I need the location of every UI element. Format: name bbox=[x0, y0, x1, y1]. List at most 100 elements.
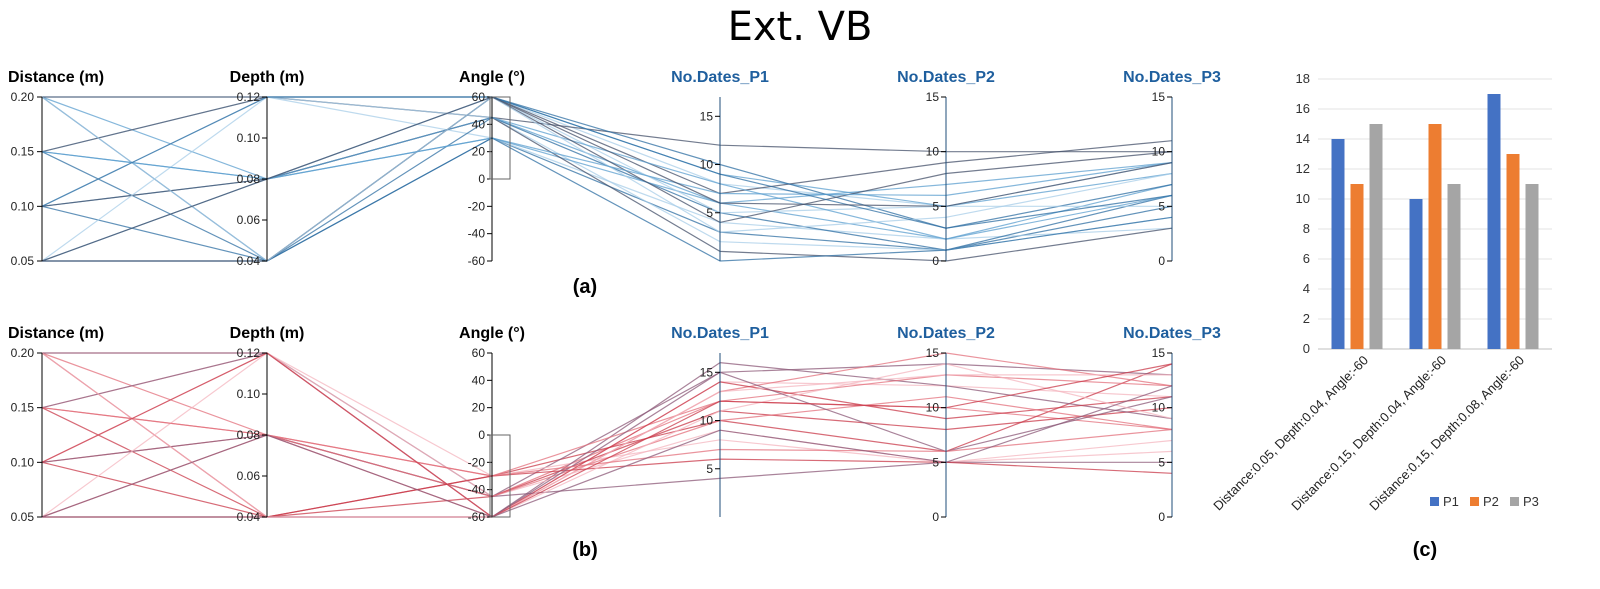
tick-label: 15 bbox=[926, 346, 940, 360]
legend-swatch bbox=[1510, 497, 1519, 506]
tick-label: 40 bbox=[472, 117, 486, 131]
axis-brush bbox=[489, 434, 511, 518]
bar bbox=[1428, 124, 1442, 349]
panel-label: (a) bbox=[573, 276, 597, 298]
axis-title: No.Dates_P3 bbox=[1123, 69, 1221, 86]
figure-title: Ext. VB bbox=[727, 4, 873, 50]
legend-label: P1 bbox=[1443, 494, 1459, 509]
axis-title: No.Dates_P2 bbox=[897, 325, 995, 342]
axis-title: No.Dates_P3 bbox=[1123, 325, 1221, 342]
tick-label: 5 bbox=[1158, 199, 1165, 213]
tick-label: -20 bbox=[468, 199, 486, 213]
tick-label: 10 bbox=[700, 414, 714, 428]
tick-label: 0.10 bbox=[237, 387, 261, 401]
tick-label: -20 bbox=[468, 455, 486, 469]
data-line bbox=[41, 96, 1173, 251]
tick-label: 5 bbox=[932, 199, 939, 213]
panel-label: (b) bbox=[572, 539, 598, 561]
tick-label: 5 bbox=[932, 455, 939, 469]
axis-brush bbox=[489, 96, 511, 180]
tick-label: 0.08 bbox=[237, 172, 261, 186]
tick-label: 0.08 bbox=[237, 428, 261, 442]
data-line bbox=[41, 407, 1173, 477]
tick-label: 0.10 bbox=[11, 455, 35, 469]
data-line bbox=[41, 96, 1172, 262]
tick-label: 0 bbox=[1158, 254, 1165, 268]
data-line bbox=[42, 458, 1173, 518]
y-tick-label: 8 bbox=[1303, 221, 1310, 236]
data-line bbox=[41, 352, 1173, 518]
tick-label: 0.20 bbox=[11, 346, 35, 360]
legend-swatch bbox=[1430, 497, 1439, 506]
tick-label: 5 bbox=[1158, 455, 1165, 469]
tick-label: 0.06 bbox=[237, 469, 261, 483]
tick-label: 0 bbox=[478, 428, 485, 442]
tick-label: 15 bbox=[1152, 90, 1166, 104]
tick-label: -60 bbox=[468, 254, 486, 268]
axis-title: No.Dates_P1 bbox=[671, 325, 769, 342]
tick-label: 15 bbox=[926, 90, 940, 104]
data-line bbox=[41, 96, 1173, 229]
axis-title: Distance (m) bbox=[8, 325, 104, 342]
y-tick-label: 4 bbox=[1303, 281, 1310, 296]
x-category-label: Distance:0.15, Depth:0.04, Angle:-60 bbox=[1288, 353, 1449, 514]
tick-label: 0.20 bbox=[11, 90, 35, 104]
data-line bbox=[41, 381, 1173, 518]
x-category-label: Distance:0.15, Depth:0.08, Angle:-60 bbox=[1366, 353, 1527, 514]
bar bbox=[1525, 184, 1539, 349]
y-tick-label: 2 bbox=[1303, 311, 1310, 326]
y-tick-label: 10 bbox=[1296, 191, 1310, 206]
data-line bbox=[41, 96, 1173, 262]
data-line bbox=[41, 374, 1173, 477]
y-tick-label: 12 bbox=[1296, 161, 1310, 176]
tick-label: -60 bbox=[468, 510, 486, 524]
data-line bbox=[41, 96, 1173, 262]
axis-title: Depth (m) bbox=[230, 69, 305, 86]
data-line bbox=[41, 96, 1173, 195]
data-line bbox=[41, 116, 1173, 262]
bar bbox=[1350, 184, 1364, 349]
bar bbox=[1506, 154, 1520, 349]
data-line bbox=[41, 352, 1173, 518]
data-line bbox=[42, 96, 1173, 262]
tick-label: 0.04 bbox=[237, 510, 261, 524]
tick-label: 0.05 bbox=[11, 254, 35, 268]
axis-title: Angle (°) bbox=[459, 325, 525, 342]
x-category-label: Distance:0.05, Depth:0.04, Angle:-60 bbox=[1210, 353, 1371, 514]
tick-label: 5 bbox=[706, 206, 713, 220]
tick-label: 10 bbox=[926, 145, 940, 159]
tick-label: 15 bbox=[700, 109, 714, 123]
y-tick-label: 18 bbox=[1296, 71, 1310, 86]
tick-label: 10 bbox=[1152, 145, 1166, 159]
tick-label: -40 bbox=[468, 227, 486, 241]
tick-label: -40 bbox=[468, 483, 486, 497]
data-line bbox=[42, 371, 1173, 518]
tick-label: 10 bbox=[926, 401, 940, 415]
axis-title: No.Dates_P2 bbox=[897, 69, 995, 86]
tick-label: 60 bbox=[472, 346, 486, 360]
tick-label: 5 bbox=[706, 462, 713, 476]
bar bbox=[1447, 184, 1461, 349]
tick-label: 0.12 bbox=[237, 90, 261, 104]
panel-label: (c) bbox=[1413, 539, 1437, 561]
data-line bbox=[41, 96, 1173, 262]
tick-label: 60 bbox=[472, 90, 486, 104]
tick-label: 0 bbox=[932, 510, 939, 524]
tick-label: 0.15 bbox=[11, 401, 35, 415]
tick-label: 0.15 bbox=[11, 145, 35, 159]
bar bbox=[1369, 124, 1383, 349]
data-line bbox=[42, 352, 1173, 498]
tick-label: 0.04 bbox=[237, 254, 261, 268]
legend-label: P3 bbox=[1523, 494, 1539, 509]
axis-title: No.Dates_P1 bbox=[671, 69, 769, 86]
data-line bbox=[41, 352, 1172, 518]
tick-label: 0 bbox=[932, 254, 939, 268]
bar bbox=[1409, 199, 1423, 349]
axis-title: Angle (°) bbox=[459, 69, 525, 86]
tick-label: 20 bbox=[472, 145, 486, 159]
tick-label: 10 bbox=[700, 158, 714, 172]
tick-label: 0 bbox=[478, 172, 485, 186]
data-line bbox=[41, 434, 1172, 498]
tick-label: 15 bbox=[1152, 346, 1166, 360]
